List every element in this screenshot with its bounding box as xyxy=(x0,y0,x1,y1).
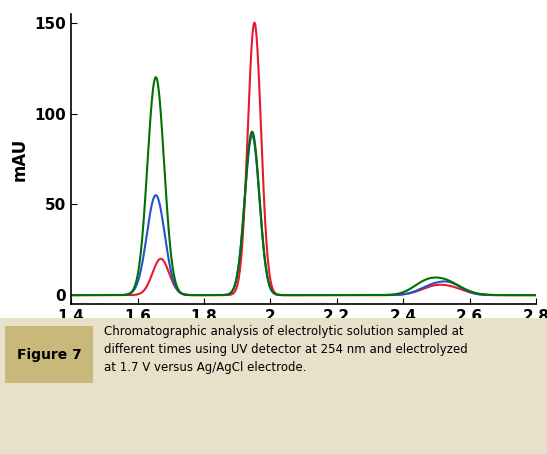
X-axis label: Tim, min: Tim, min xyxy=(263,330,344,348)
Text: Figure 7: Figure 7 xyxy=(17,348,82,361)
Bar xyxy=(5,326,93,383)
Y-axis label: mAU: mAU xyxy=(11,137,29,181)
Text: Chromatographic analysis of electrolytic solution sampled at
different times usi: Chromatographic analysis of electrolytic… xyxy=(104,325,468,374)
